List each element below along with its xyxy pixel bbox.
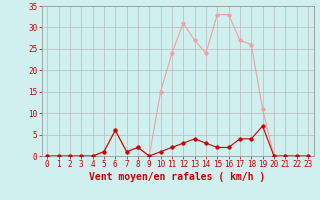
X-axis label: Vent moyen/en rafales ( km/h ): Vent moyen/en rafales ( km/h )	[90, 172, 266, 182]
